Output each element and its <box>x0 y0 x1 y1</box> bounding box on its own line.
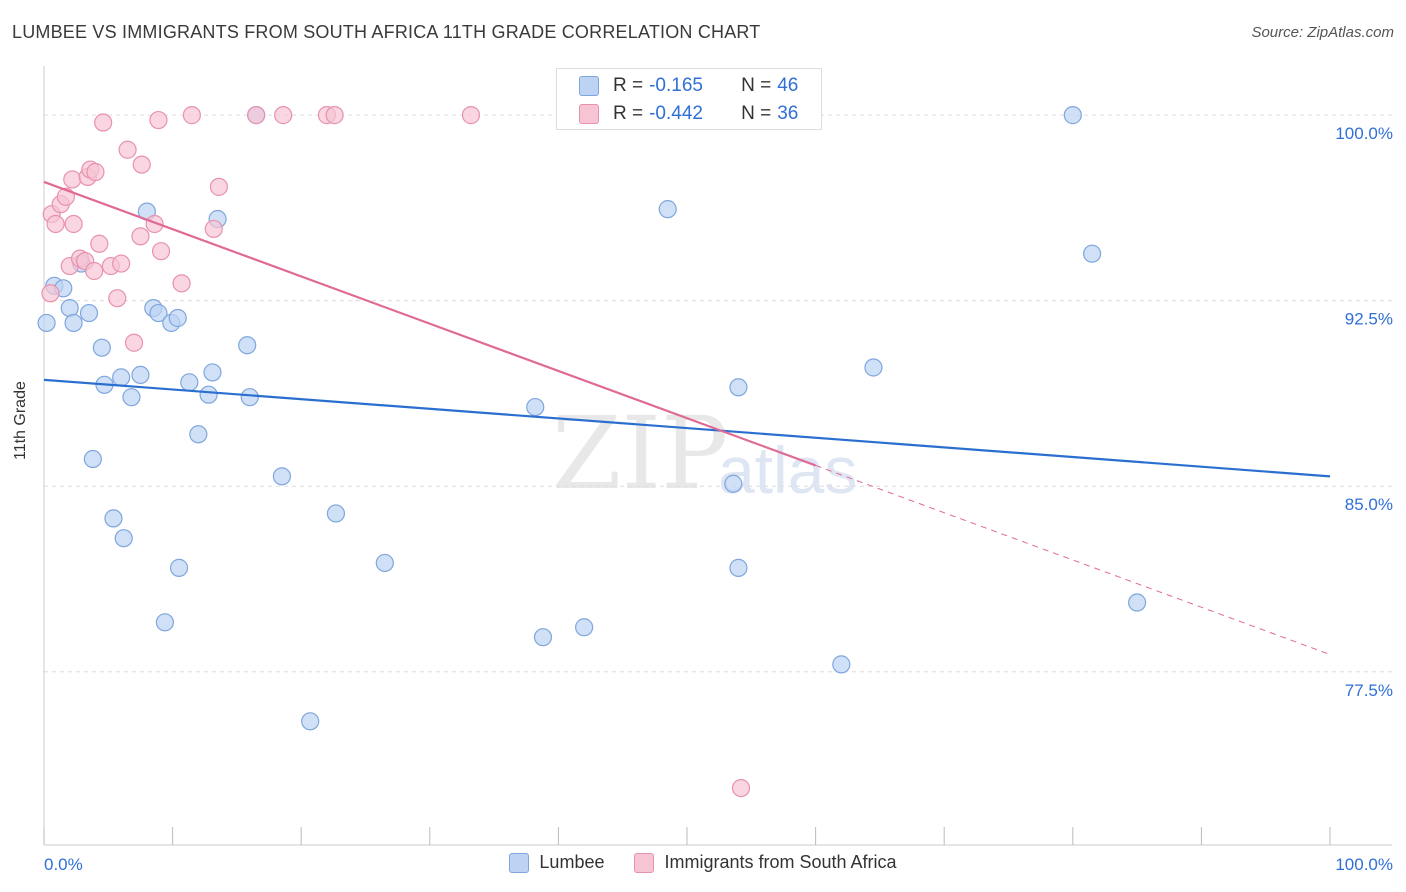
point-immigrants <box>90 234 109 253</box>
legend-n-label: N = <box>741 75 772 96</box>
legend-item-lumbee[interactable]: Lumbee <box>509 852 604 873</box>
point-immigrants <box>151 242 171 261</box>
point-immigrants <box>132 155 151 174</box>
point-lumbee <box>575 618 594 637</box>
legend-label-lumbee: Lumbee <box>539 852 605 872</box>
x-tick-label: 100.0% <box>1335 855 1393 874</box>
point-immigrants <box>112 254 131 273</box>
source-label: Source: ZipAtlas.com <box>1251 24 1394 41</box>
point-lumbee <box>301 712 320 731</box>
point-lumbee <box>189 425 208 444</box>
legend-swatch-lumbee <box>509 852 530 873</box>
point-lumbee <box>326 504 346 523</box>
point-lumbee <box>199 385 218 404</box>
point-lumbee <box>724 474 743 493</box>
legend-item-immigrants[interactable]: Immigrants from South Africa <box>634 852 897 873</box>
point-lumbee <box>1082 244 1102 263</box>
point-immigrants <box>124 333 144 352</box>
point-lumbee <box>533 628 553 647</box>
stats-legend: R = -0.165 N = 46 R = -0.442 N = 36 <box>556 68 822 130</box>
point-immigrants <box>46 214 65 234</box>
point-lumbee <box>92 338 111 357</box>
point-immigrants <box>172 274 191 293</box>
point-immigrants <box>64 214 83 234</box>
legend-row-lumbee: R = -0.165 N = 46 <box>579 73 798 99</box>
trendline-lumbee <box>43 378 1331 478</box>
trendline-immigrants <box>43 180 816 467</box>
point-lumbee <box>729 378 748 397</box>
point-lumbee <box>169 558 189 577</box>
point-lumbee <box>180 373 199 392</box>
point-immigrants <box>63 170 82 189</box>
legend-label-immigrants: Immigrants from South Africa <box>664 852 897 872</box>
point-immigrants <box>145 214 164 234</box>
legend-r-value: -0.165 <box>649 75 703 96</box>
legend-n-label: N = <box>741 103 772 124</box>
point-lumbee <box>272 467 292 486</box>
point-lumbee <box>658 200 677 219</box>
watermark-atlas: atlas <box>718 433 858 507</box>
point-immigrants <box>108 289 127 308</box>
point-immigrants <box>182 106 201 125</box>
point-lumbee <box>37 313 56 333</box>
point-immigrants <box>461 106 481 125</box>
y-tick-label: 92.5% <box>1345 310 1393 329</box>
point-immigrants <box>247 106 266 125</box>
legend-swatch-lumbee <box>579 76 599 96</box>
point-lumbee <box>131 365 150 385</box>
point-lumbee <box>240 388 259 407</box>
point-immigrants <box>85 261 104 281</box>
trendline-dashed-immigrants <box>815 464 1331 655</box>
point-immigrants <box>274 106 293 125</box>
y-tick-label: 100.0% <box>1335 124 1393 143</box>
y-tick-label: 77.5% <box>1345 681 1393 700</box>
point-lumbee <box>114 529 133 548</box>
legend-swatch-immigrants <box>634 852 655 873</box>
point-lumbee <box>112 368 131 387</box>
point-immigrants <box>204 219 223 239</box>
point-lumbee <box>104 509 123 528</box>
point-lumbee <box>238 336 257 355</box>
point-lumbee <box>168 308 187 328</box>
y-tick-label: 85.0% <box>1345 495 1393 514</box>
point-immigrants <box>209 177 228 196</box>
point-lumbee <box>83 449 102 469</box>
point-lumbee <box>149 303 168 323</box>
watermark-zip: ZIP <box>552 395 729 512</box>
legend-n-value: 46 <box>777 75 799 96</box>
point-lumbee <box>155 613 174 632</box>
point-lumbee <box>375 553 394 573</box>
legend-row-immigrants: R = -0.442 N = 36 <box>579 101 798 127</box>
point-immigrants <box>94 113 113 132</box>
legend-r-value: -0.442 <box>649 103 703 124</box>
point-lumbee <box>832 655 851 674</box>
legend-n-value: 36 <box>777 103 799 124</box>
point-lumbee <box>729 558 748 577</box>
point-lumbee <box>1127 593 1147 612</box>
point-immigrants <box>86 162 105 182</box>
point-immigrants <box>41 284 60 303</box>
point-lumbee <box>79 303 99 323</box>
point-immigrants <box>131 227 150 246</box>
legend-r-label: R = <box>613 75 644 96</box>
point-lumbee <box>64 313 83 333</box>
point-lumbee <box>203 363 222 382</box>
point-lumbee <box>864 358 883 377</box>
point-lumbee <box>122 388 141 407</box>
chart-title: LUMBEE VS IMMIGRANTS FROM SOUTH AFRICA 1… <box>12 22 761 42</box>
point-immigrants <box>731 778 751 798</box>
point-immigrants <box>118 140 137 159</box>
point-lumbee <box>1063 106 1082 125</box>
point-immigrants <box>149 110 168 130</box>
point-lumbee <box>526 397 545 417</box>
point-lumbee <box>60 299 79 318</box>
y-axis-title: 11th Grade <box>12 381 29 460</box>
legend-r-label: R = <box>613 103 644 124</box>
bottom-legend: Lumbee Immigrants from South Africa <box>0 852 1406 873</box>
point-immigrants <box>325 106 344 125</box>
legend-swatch-immigrants <box>579 104 599 124</box>
x-tick-label: 0.0% <box>44 855 83 874</box>
